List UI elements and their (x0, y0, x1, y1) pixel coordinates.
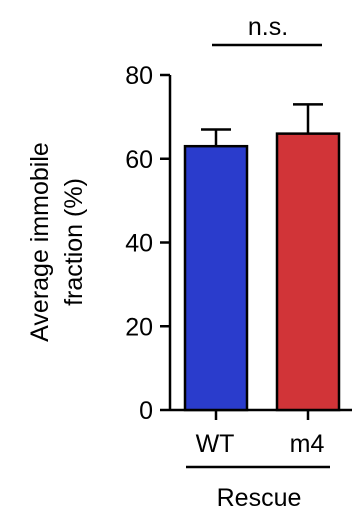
bar-WT (185, 146, 247, 410)
y-tick-label-0: 0 (139, 397, 153, 425)
y-tick-label-40: 40 (125, 230, 153, 258)
bar-m4 (277, 134, 339, 410)
y-tick-label-60: 60 (125, 146, 153, 174)
y-tick-label-80: 80 (125, 62, 153, 90)
group-label: Rescue (217, 484, 302, 512)
x-axis-tick-labels: WT m4 (196, 430, 325, 458)
y-tick-label-20: 20 (125, 313, 153, 341)
x-tick-label-WT: WT (196, 430, 235, 458)
bars (185, 104, 339, 410)
x-tick-label-m4: m4 (290, 430, 325, 458)
y-axis-title-line-2: fraction (%) (60, 178, 88, 306)
significance-label: n.s. (248, 13, 288, 41)
y-axis-title: Average immobile fraction (%) (26, 142, 88, 342)
y-axis-title-line-1: Average immobile (26, 142, 54, 342)
